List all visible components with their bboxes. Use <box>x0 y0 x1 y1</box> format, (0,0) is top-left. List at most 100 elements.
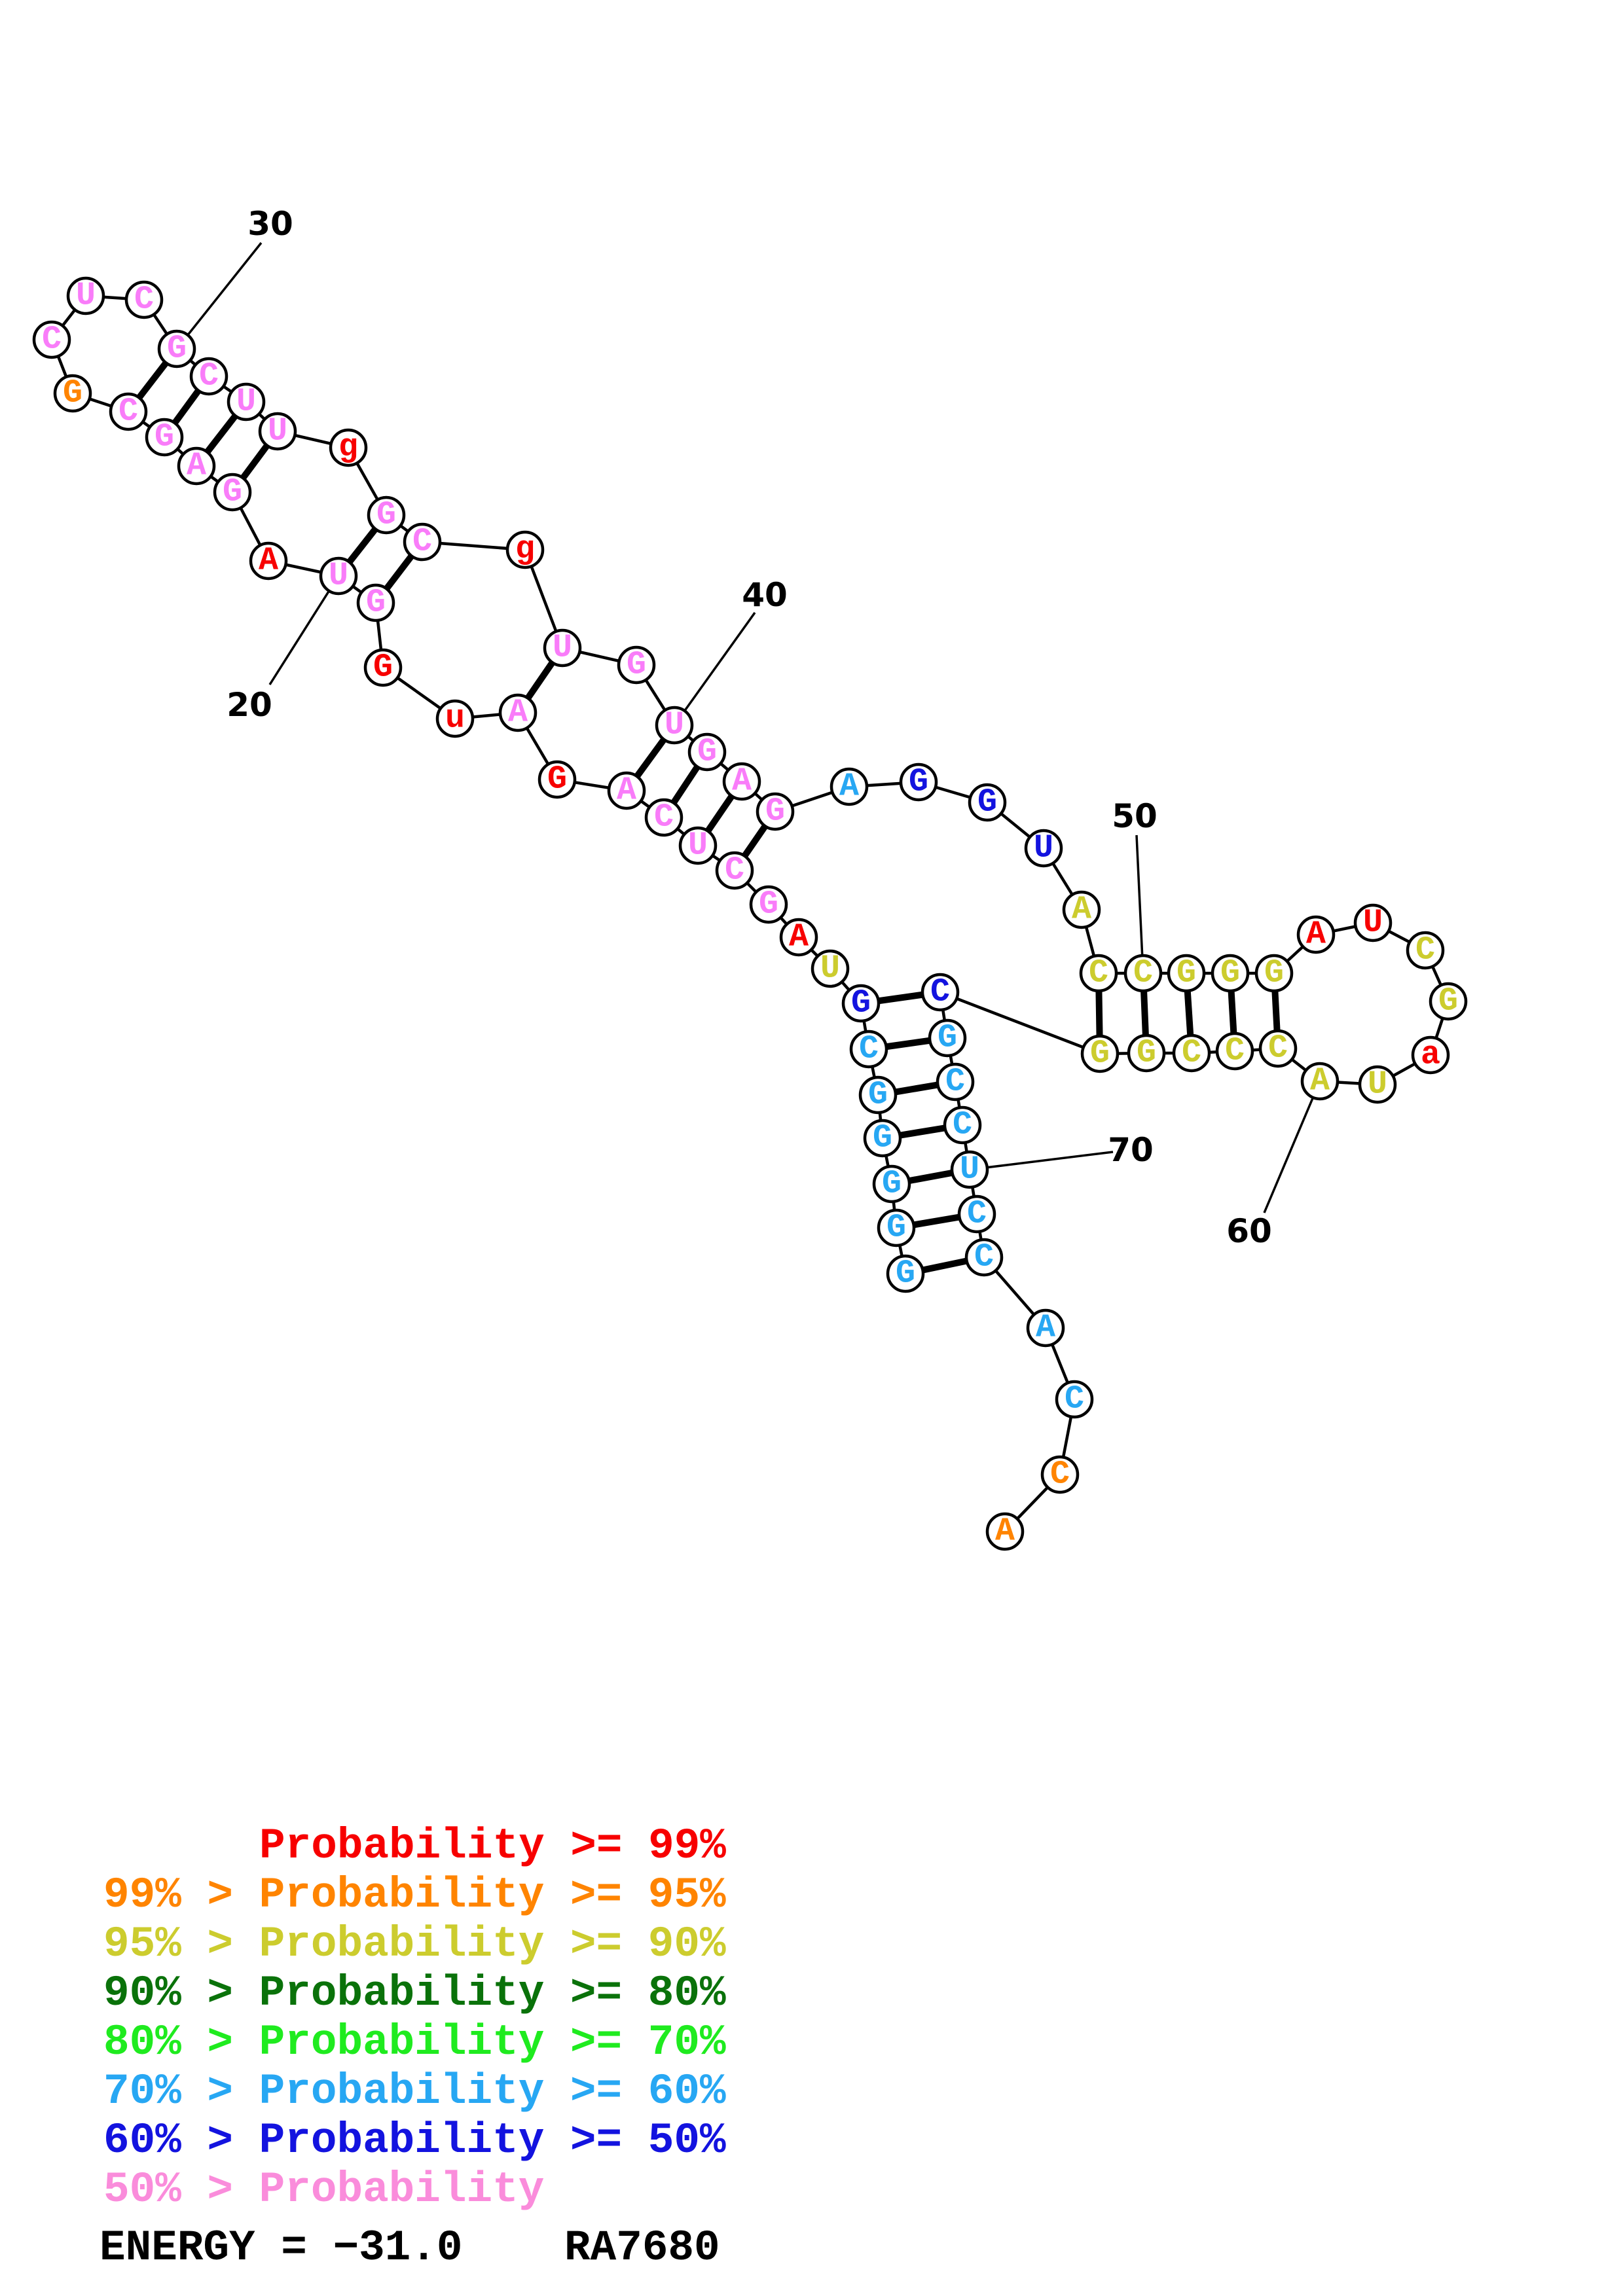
nucleotide-circle <box>258 412 297 451</box>
nucleotide-letter: U <box>1034 830 1053 867</box>
nucleotide-circle <box>1429 982 1468 1021</box>
nucleotide-circle <box>715 851 754 890</box>
nucleotide-letter: G <box>155 419 174 456</box>
nucleotide-circle <box>1358 1065 1397 1104</box>
nucleotide-circle <box>957 1194 996 1234</box>
energy-text: ENERGY = −31.0 <box>100 2223 463 2272</box>
nucleotide-letter: C <box>967 1196 987 1233</box>
nucleotide-circle <box>886 1254 925 1293</box>
nucleotide-letter: G <box>873 1120 892 1157</box>
backbone-bond <box>938 990 1102 1056</box>
position-label: 40 <box>742 576 788 614</box>
nucleotide-circle <box>687 732 727 772</box>
nucleotide-circle <box>811 949 850 988</box>
nucleotide-circle <box>985 1512 1025 1551</box>
nucleotide-circle <box>779 918 818 957</box>
nucleotide-circle <box>1411 1035 1450 1075</box>
nucleotide-circle <box>367 495 406 535</box>
nucleotide-letter: U <box>268 413 287 450</box>
position-label-leader <box>1263 1081 1321 1213</box>
nucleotide-circle <box>1127 1033 1166 1073</box>
position-label: 30 <box>247 205 293 243</box>
nucleotide-letter: G <box>896 1255 915 1293</box>
nucleotide-circle <box>655 706 694 745</box>
nucleotide-circle <box>849 1030 888 1069</box>
position-label-leader <box>175 242 263 350</box>
nucleotide-letter: u <box>445 700 465 738</box>
nucleotide-circle <box>249 541 288 581</box>
nucleotide-letter: U <box>76 278 96 315</box>
position-label: 50 <box>1112 797 1158 835</box>
nucleotide-letter: C <box>974 1239 994 1276</box>
nucleotide-letter: A <box>1310 1063 1330 1100</box>
position-label: 70 <box>1108 1131 1154 1169</box>
nucleotide-letter: G <box>882 1166 902 1203</box>
nucleotide-circle <box>213 473 252 512</box>
nucleotide-circle <box>53 374 92 413</box>
backbone-bonds <box>50 294 1450 1534</box>
nucleotide-letter: U <box>665 707 684 744</box>
nucleotide-letter: C <box>134 281 154 319</box>
position-label-leader <box>673 611 756 726</box>
nucleotide-circle <box>1024 829 1063 868</box>
nucleotide-circle <box>1406 931 1445 970</box>
nucleotide-circle <box>1080 1034 1120 1073</box>
nucleotide-circle <box>1040 1455 1080 1494</box>
nucleotide-letter: A <box>995 1513 1015 1551</box>
nucleotide-circle <box>1062 890 1101 929</box>
nucleotide-circle <box>363 648 403 687</box>
nucleotide-letter: G <box>373 649 393 687</box>
nucleotide-circle <box>1254 954 1294 993</box>
nucleotide-letter: a <box>1421 1037 1440 1074</box>
nucleotide-circle <box>1296 915 1336 954</box>
nucleotide-letter: g <box>338 429 358 467</box>
nucleotide-letter: U <box>236 384 256 421</box>
nucleotide-letter: G <box>851 985 871 1022</box>
nucleotide-letter: C <box>930 974 950 1011</box>
nucleotide-circle <box>928 1018 967 1058</box>
nucleotide-circle <box>830 767 869 806</box>
energy-footer: ENERGY = −31.0 RA7680 <box>100 2223 720 2272</box>
nucleotide-letter: G <box>167 331 187 368</box>
nucleotide-circle <box>872 1164 911 1204</box>
nucleotide-circle <box>841 984 881 1023</box>
nucleotide-circle <box>177 446 216 486</box>
nucleotide-letter: U <box>1368 1066 1387 1103</box>
nucleotide-letter: C <box>199 358 219 395</box>
structure-id-text: RA7680 <box>564 2223 720 2272</box>
nucleotide-letter: G <box>1220 955 1240 992</box>
nucleotide-letter: A <box>508 694 528 732</box>
nucleotide-circle <box>1055 1380 1094 1419</box>
nucleotide-letter: A <box>187 448 206 485</box>
position-label: 60 <box>1226 1212 1272 1250</box>
nucleotide-circle <box>899 762 938 802</box>
nucleotide-circle <box>950 1150 989 1189</box>
nucleotide-circle <box>543 628 582 668</box>
nucleotide-letter: G <box>1137 1035 1156 1072</box>
nucleotide-circle <box>157 329 196 368</box>
nucleotide-letter: C <box>1089 955 1108 992</box>
nucleotide-letter: A <box>1306 916 1326 954</box>
nucleotide-circle <box>968 783 1007 822</box>
nucleotide-circle <box>1026 1308 1065 1348</box>
nucleotide-circle <box>1123 954 1163 993</box>
nucleotide-circle <box>607 771 646 810</box>
nucleotide-letter: U <box>553 630 572 667</box>
legend-row: 60% > Probability >= 50% <box>103 2116 726 2165</box>
nucleotide-letter: G <box>977 784 997 821</box>
nucleotide-letter: A <box>732 763 752 800</box>
position-label: 20 <box>227 686 272 724</box>
nucleotide-letter: G <box>909 764 928 801</box>
nucleotide-circle <box>722 762 761 801</box>
nucleotide-letter: A <box>789 919 809 956</box>
nucleotide-letter: G <box>366 584 386 622</box>
nucleotide-circle <box>109 392 148 431</box>
nucleotide-letter: C <box>1050 1456 1070 1494</box>
legend-row: 80% > Probability >= 70% <box>103 2018 726 2067</box>
nucleotide-letter: C <box>859 1031 879 1068</box>
nucleotide-letter: U <box>960 1151 979 1189</box>
nucleotide-circle <box>145 418 184 457</box>
nucleotide-circle <box>678 826 718 865</box>
